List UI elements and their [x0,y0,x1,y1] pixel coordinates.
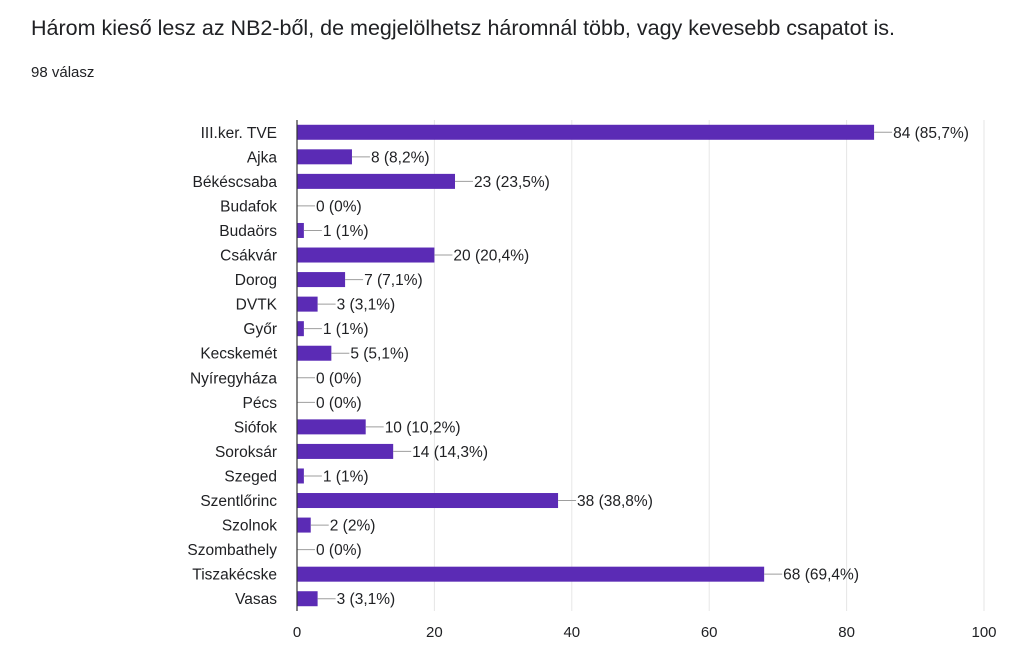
x-tick-label: 60 [701,624,718,641]
category-label: DVTK [236,297,278,314]
data-label: 5 (5,1%) [350,346,409,363]
category-label: Győr [243,321,277,338]
data-label: 0 (0%) [316,198,362,215]
x-tick-label: 40 [563,624,580,641]
bar [297,149,352,165]
x-tick-label: 80 [838,624,855,641]
data-label: 20 (20,4%) [453,248,529,265]
bar [297,443,394,459]
category-label: Csákvár [220,248,277,265]
category-label: Kecskemét [200,346,277,363]
data-label: 8 (8,2%) [371,149,430,166]
bar [297,419,366,435]
data-label: 68 (69,4%) [783,567,859,584]
category-label: Szeged [224,468,277,485]
response-count: 98 válasz [31,64,95,81]
data-label: 3 (3,1%) [337,297,396,314]
data-label: 0 (0%) [316,395,362,412]
category-label: Soroksár [215,444,277,461]
category-label: Siófok [234,419,277,436]
bar [297,272,346,288]
x-tick-label: 20 [426,624,443,641]
bar [297,321,304,337]
bar [297,345,332,361]
category-label: Vasas [235,591,277,608]
bar [297,124,875,140]
data-label: 2 (2%) [330,518,376,535]
category-label: Békéscsaba [193,174,278,191]
question-title: Három kieső lesz az NB2-ből, de megjelöl… [31,16,896,40]
category-label: Pécs [243,395,278,412]
data-label: 0 (0%) [316,370,362,387]
bar [297,222,304,238]
category-label: Szolnok [222,518,277,535]
data-label: 23 (23,5%) [474,174,550,191]
data-label: 14 (14,3%) [412,444,488,461]
bar [297,468,304,484]
data-label: 1 (1%) [323,321,369,338]
data-label: 10 (10,2%) [385,419,461,436]
category-label: III.ker. TVE [201,125,277,142]
bar [297,493,559,509]
category-label: Szombathely [187,542,277,559]
bar [297,566,765,582]
bar [297,591,318,607]
category-label: Nyíregyháza [190,370,277,387]
bar [297,247,435,263]
bar [297,296,318,312]
data-label: 84 (85,7%) [893,125,969,142]
bar [297,517,311,533]
category-label: Dorog [235,272,277,289]
category-label: Budafok [220,198,277,215]
bar [297,173,456,189]
data-label: 38 (38,8%) [577,493,653,510]
data-label: 1 (1%) [323,468,369,485]
category-label: Ajka [247,149,278,166]
data-label: 1 (1%) [323,223,369,240]
x-tick-label: 100 [971,624,996,641]
x-tick-label: 0 [293,624,301,641]
data-label: 7 (7,1%) [364,272,423,289]
data-label: 3 (3,1%) [337,591,396,608]
category-label: Tiszakécske [192,567,277,584]
category-label: Budaörs [219,223,277,240]
data-label: 0 (0%) [316,542,362,559]
category-label: Szentlőrinc [200,493,277,510]
